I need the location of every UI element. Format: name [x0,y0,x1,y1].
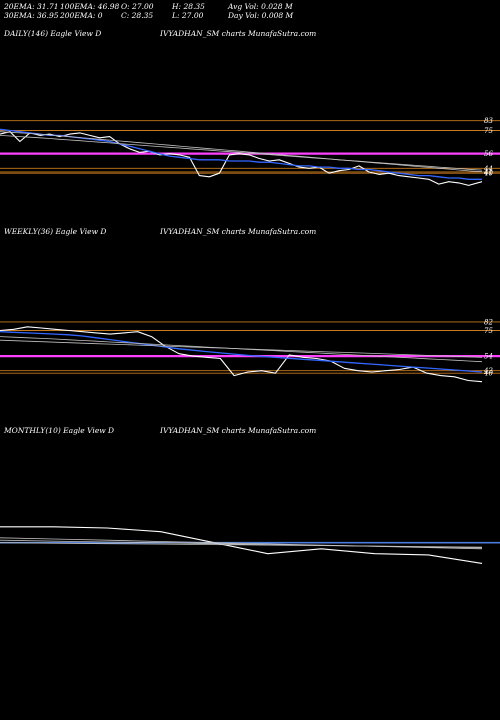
weekly-price-label: 82 [484,318,493,326]
daily-price-label: 83 [484,117,493,125]
monthly-ema-slow-line [0,542,483,548]
monthly-price-line [0,526,483,564]
daily-ema-slow-line [0,131,483,173]
high-stat: H: 28.35 [172,2,205,11]
daily-ema-slow-line [0,135,483,171]
weekly-price-label: 54 [484,353,493,361]
weekly-price-label: 42 [483,367,493,375]
avg-vol-stat: Avg Vol: 0.028 M [228,2,293,11]
weekly-price-label: 75 [484,327,493,335]
daily-price-label: 40 [483,170,493,178]
weekly-price-label: 40 [483,370,493,378]
weekly-ema-fast-line [0,331,483,373]
daily-price-label: 56 [484,150,493,158]
monthly-watermark: IVYADHAN_SM charts MunafaSutra.com [160,426,317,435]
close-stat: C: 28.35 [121,11,154,20]
monthly-panel [0,526,500,564]
day-vol-stat: Day Vol: 0.008 M [228,11,294,20]
weekly-price-line [0,326,483,383]
daily-panel-label: DAILY(146) Eagle View D [4,29,102,38]
daily-price-line [0,131,483,186]
weekly-watermark: IVYADHAN_SM charts MunafaSutra.com [160,227,317,236]
weekly-panel-label: WEEKLY(36) Eagle View D [4,227,107,236]
ema100-stat: 100EMA: 46.98 [60,2,120,11]
weekly-ema-slow-line [0,339,483,358]
stats-bar: 20EMA: 31.71 30EMA: 36.95 100EMA: 46.98 … [0,0,500,20]
daily-price-label: 75 [484,127,493,135]
ema200-stat: 200EMA: 0 [60,11,103,20]
low-stat: L: 27.00 [172,11,204,20]
daily-price-label: 44 [483,165,493,173]
daily-watermark: IVYADHAN_SM charts MunafaSutra.com [160,29,317,38]
ema20-stat: 20EMA: 31.71 [4,2,59,11]
daily-price-label: 41 [483,168,493,176]
ema30-stat: 30EMA: 36.95 [4,11,59,20]
monthly-panel-label: MONTHLY(10) Eagle View D [4,426,115,435]
open-stat: O: 27.00 [121,2,154,11]
